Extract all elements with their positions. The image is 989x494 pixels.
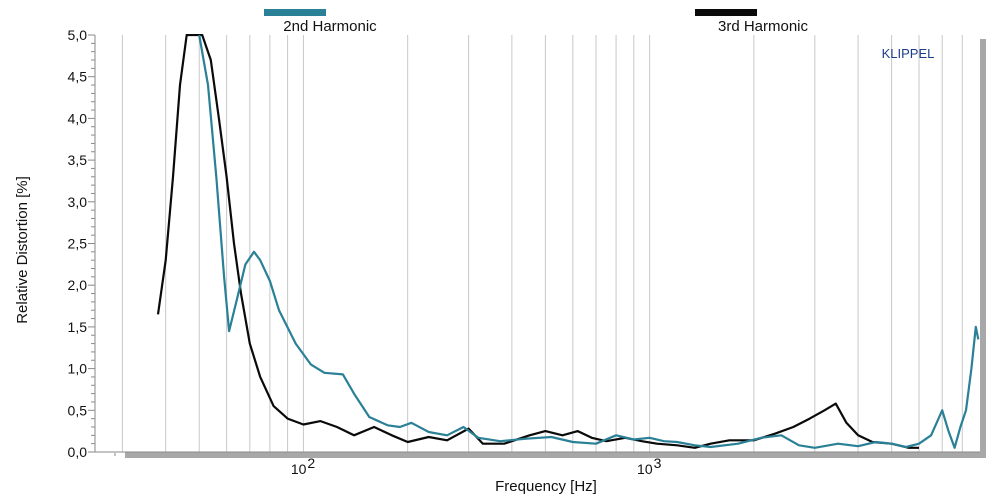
x-tick-exponent: 2 [307, 455, 315, 471]
y-tick-label: 3,5 [68, 152, 88, 168]
series-line-3rd-harmonic [156, 34, 919, 449]
y-tick-label: 2,5 [68, 236, 88, 252]
x-tick-label: 10 2 [291, 455, 316, 477]
y-tick-label: 3,0 [68, 194, 88, 210]
y-tick-label: 0,0 [68, 444, 88, 460]
plot-area-shadow [125, 39, 986, 458]
y-tick-label: 1,0 [68, 361, 88, 377]
y-tick-label: 4,0 [68, 110, 88, 126]
legend: 2nd Harmonic 3rd Harmonic [264, 9, 809, 35]
series-layer [156, 34, 980, 449]
legend-item: 2nd Harmonic [264, 9, 377, 35]
tick-labels: 0,00,51,01,52,02,53,03,54,04,55,010 2 10 3 [68, 27, 662, 477]
legend-item: 3rd Harmonic [695, 9, 809, 35]
legend-swatch [695, 9, 757, 16]
y-tick-label: 2,0 [68, 277, 88, 293]
x-tick-label: 10 3 [637, 455, 662, 477]
x-tick-base: 10 [291, 461, 307, 477]
y-tick-label: 0,5 [68, 402, 88, 418]
legend-swatch [264, 9, 326, 16]
x-tick-base: 10 [637, 461, 653, 477]
legend-label: 2nd Harmonic [283, 18, 377, 35]
plot-shadow-right [980, 39, 986, 458]
y-tick-label: 1,5 [68, 319, 88, 335]
legend-label: 3rd Harmonic [718, 18, 809, 35]
x-axis-title: Frequency [Hz] [495, 478, 597, 494]
plot-area [95, 35, 980, 452]
series-line-2nd-harmonic [198, 34, 980, 449]
plot-shadow-bottom [125, 452, 986, 458]
y-tick-label: 5,0 [68, 27, 88, 43]
y-axis-title: Relative Distortion [%] [14, 176, 31, 324]
x-tick-exponent: 3 [654, 455, 662, 471]
brand-label: KLIPPEL [882, 46, 935, 61]
grid [88, 34, 980, 456]
y-tick-label: 4,5 [68, 69, 88, 85]
